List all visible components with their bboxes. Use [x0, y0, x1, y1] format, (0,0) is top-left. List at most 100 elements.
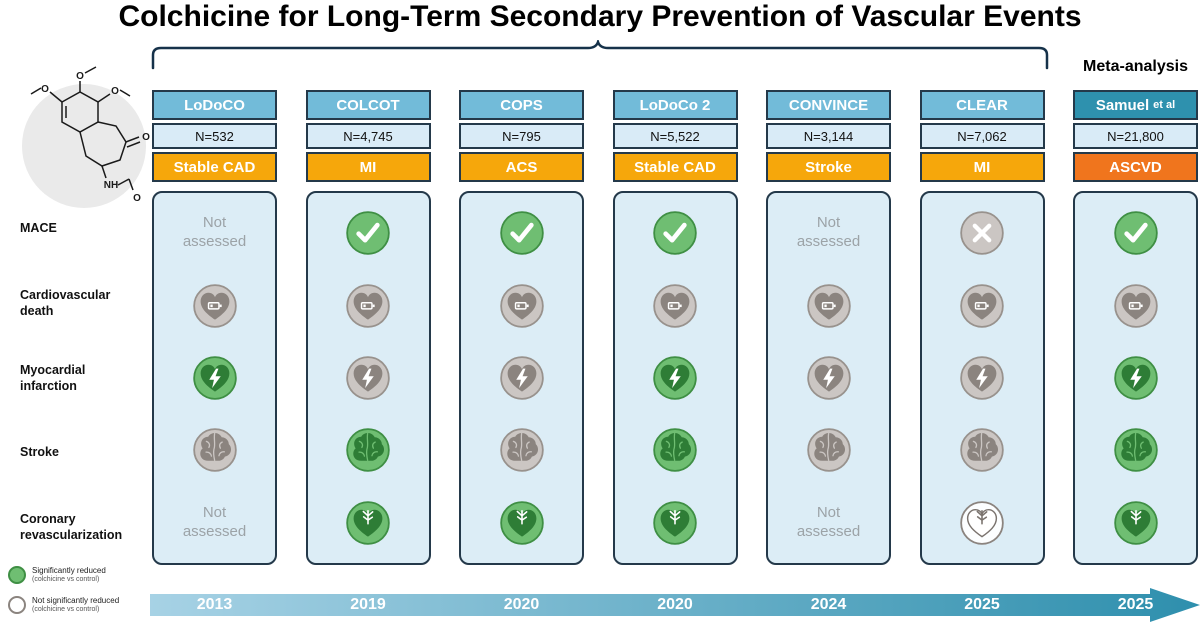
trial-sample-size: N=5,522: [612, 123, 738, 149]
legend-label: Not significantly reduced (colchicine vs …: [32, 596, 119, 614]
timeline-year-colcot: 2019: [350, 596, 386, 613]
trial-population: ASCVD: [1073, 152, 1198, 182]
trial-name-header: CONVINCE: [766, 90, 891, 120]
trial-name-suffix: et al: [1153, 99, 1176, 111]
trial-name-text: LoDoCo 2: [639, 96, 711, 114]
coronary-revascularization-heart-vessel-icon: [461, 487, 582, 559]
trial-sample-size: N=532: [152, 123, 277, 149]
trial-name-text: CONVINCE: [788, 96, 869, 114]
stroke-brain-icon: [922, 414, 1043, 486]
svg-text:O: O: [76, 71, 84, 82]
trial-sample-size: N=7,062: [919, 123, 1045, 149]
trial-population: Stable CAD: [152, 152, 277, 182]
trial-results-panel: [459, 191, 584, 565]
not-assessed-text: Not assessed: [182, 214, 247, 251]
myocardial-infarction-heart-bolt-icon: [308, 342, 429, 414]
row-label-cardiovascular-death: Cardiovascular death: [20, 288, 111, 318]
trial-name-header: CLEAR: [919, 90, 1045, 120]
svg-text:NH: NH: [104, 180, 118, 191]
trial-name-header: LoDoCo 2: [612, 90, 738, 120]
trial-population: MI: [305, 152, 431, 182]
trial-results-panel: [919, 191, 1045, 565]
stroke-brain-icon: [461, 414, 582, 486]
timeline-year-lodoco-2: 2020: [657, 596, 693, 613]
stroke-brain-icon: [1075, 414, 1196, 486]
row-label-myocardial-infarction: Myocardial infarction: [20, 363, 86, 393]
stroke-brain-icon: [768, 414, 889, 486]
legend-swatch-white: [8, 596, 26, 614]
trial-name-text: CLEAR: [956, 96, 1008, 114]
coronary-revascularization-heart-vessel-icon: [308, 487, 429, 559]
trial-name-text: LoDoCO: [184, 96, 245, 114]
cardiovascular-death-heart-battery-icon: [461, 269, 582, 341]
mace-check-icon: [615, 197, 736, 269]
myocardial-infarction-heart-bolt-icon: [154, 342, 275, 414]
trial-name-header: LoDoCO: [152, 90, 277, 120]
trial-sample-size: N=21,800: [1073, 123, 1198, 149]
trial-name-header: COPS: [459, 90, 584, 120]
timeline-arrow: 2013 2019 2020 2020 2024 2025 2025: [150, 588, 1200, 622]
cardiovascular-death-heart-battery-icon: [154, 269, 275, 341]
legend-item-white: Not significantly reduced (colchicine vs …: [8, 596, 119, 614]
trial-column-convince: CONVINCE N=3,144 Stroke Not assessed Not ass…: [766, 90, 891, 565]
timeline-year-cops: 2020: [503, 596, 540, 613]
trial-population: Stable CAD: [612, 152, 738, 182]
timeline-arrow-shape: [150, 588, 1200, 622]
cardiovascular-death-heart-battery-icon: [768, 269, 889, 341]
trial-column-clear: CLEAR N=7,062 MI: [919, 90, 1045, 565]
mace-not-assessed: Not assessed: [768, 197, 889, 269]
row-label-stroke: Stroke: [20, 445, 59, 459]
trial-population: ACS: [459, 152, 584, 182]
myocardial-infarction-heart-bolt-icon: [922, 342, 1043, 414]
legend-label-line2: (colchicine vs control): [32, 605, 100, 613]
trial-results-panel: Not assessed Not assessed: [766, 191, 891, 565]
trial-name-header: COLCOT: [305, 90, 431, 120]
stroke-brain-icon: [308, 414, 429, 486]
coronary-revascularization-heart-vessel-icon: [1075, 487, 1196, 559]
cardiovascular-death-heart-battery-icon: [308, 269, 429, 341]
myocardial-infarction-heart-bolt-icon: [615, 342, 736, 414]
svg-text:O: O: [142, 132, 150, 143]
coronary-revascularization-heart-vessel-icon: [615, 487, 736, 559]
timeline-year-convince: 2024: [810, 596, 847, 613]
legend-label: Significantly reduced (colchicine vs cont…: [32, 566, 106, 584]
not-assessed-text: Not assessed: [796, 504, 861, 540]
trial-name-header: Samuel et al: [1073, 90, 1198, 120]
trial-column-samuel: Samuel et al N=21,800 ASCVD: [1073, 90, 1198, 565]
meta-analysis-label: Meta-analysis: [1083, 58, 1188, 75]
trial-results-panel: [1073, 191, 1198, 565]
stroke-brain-icon: [154, 414, 275, 486]
trial-column-colcot: COLCOT N=4,745 MI: [305, 90, 431, 565]
myocardial-infarction-heart-bolt-icon: [1075, 342, 1196, 414]
timeline-year-clear: 2025: [964, 596, 1000, 613]
legend-label-line1: Not significantly reduced: [32, 596, 120, 605]
trial-name-text: Samuel: [1095, 96, 1150, 114]
legend-item-green: Significantly reduced (colchicine vs cont…: [8, 566, 106, 584]
myocardial-infarction-heart-bolt-icon: [768, 342, 889, 414]
svg-text:O: O: [111, 86, 119, 97]
coronary-revascularization-not-assessed: Not assessed: [154, 487, 275, 559]
trial-column-lodoco: LoDoCO N=532 Stable CAD Not assessed Not ass…: [152, 90, 277, 565]
trial-population: MI: [919, 152, 1045, 182]
trial-results-panel: [305, 191, 431, 565]
cardiovascular-death-heart-battery-icon: [615, 269, 736, 341]
row-label-coronary-revascularization: Coronary revascularization: [20, 512, 123, 542]
legend-label-line1: Significantly reduced: [32, 566, 106, 575]
stroke-brain-icon: [615, 414, 736, 486]
timeline-year-lodoco: 2013: [196, 596, 233, 613]
cardiovascular-death-heart-battery-icon: [922, 269, 1043, 341]
trial-column-lodoco-2: LoDoCo 2 N=5,522 Stable CAD: [612, 90, 738, 565]
mace-check-icon: [308, 197, 429, 269]
myocardial-infarction-heart-bolt-icon: [461, 342, 582, 414]
trial-name-text: COPS: [500, 96, 543, 114]
trial-sample-size: N=3,144: [766, 123, 891, 149]
colchicine-structure-icon: O O O O NH O: [22, 66, 150, 208]
trials-group-bracket: [151, 40, 1049, 70]
trial-column-cops: COPS N=795 ACS: [459, 90, 584, 565]
trial-results-panel: [612, 191, 738, 565]
mace-not-assessed: Not assessed: [154, 197, 275, 269]
svg-text:O: O: [133, 193, 141, 204]
trial-results-panel: Not assessed Not assessed: [152, 191, 277, 565]
coronary-revascularization-heart-vessel-icon: [922, 487, 1043, 559]
